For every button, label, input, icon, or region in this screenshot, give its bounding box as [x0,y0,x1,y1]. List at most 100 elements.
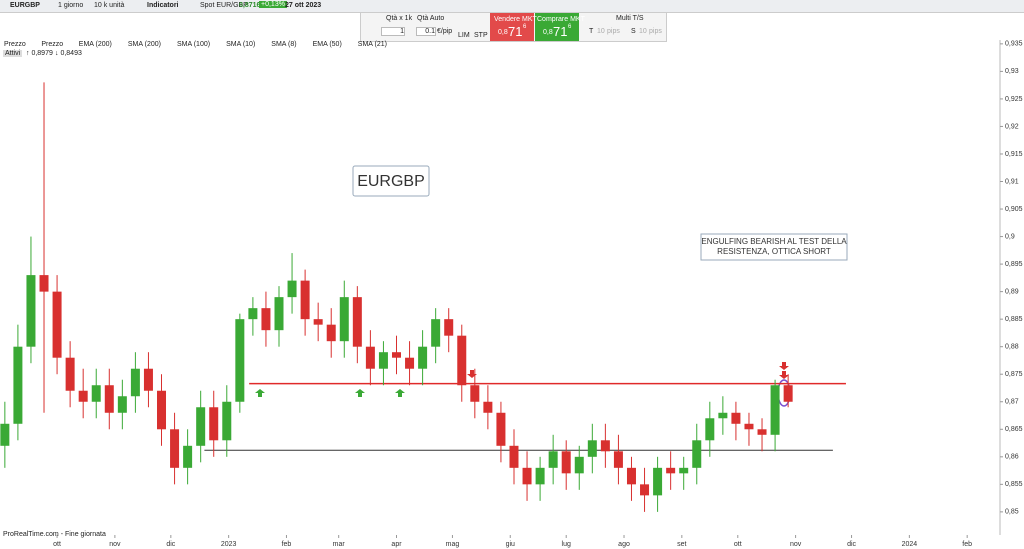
annotation: ENGULFING BEARISH AL TEST DELLA [701,237,847,246]
low: ↓ 0,8493 [55,50,82,57]
button[interactable]: LIM [458,32,470,39]
label[interactable]: T [589,28,594,35]
unit: pips [649,28,662,35]
candle-body [496,412,506,446]
legend-item[interactable]: Prezzo [41,41,64,48]
legend-item[interactable]: SMA (21) [357,41,387,48]
candle-body [26,275,36,347]
y-tick-label: 0,865 [1005,426,1023,433]
candle-body [418,346,428,369]
x-tick-label: 2024 [902,541,918,548]
candle-body [222,401,232,441]
candle-body [692,440,702,468]
sell-button[interactable] [490,13,534,41]
input[interactable]: 10 [597,28,605,35]
candle-body [143,368,153,391]
legend-item[interactable]: SMA (200) [127,41,161,48]
candle-body [666,467,676,474]
x-tick-label: dic [847,541,856,548]
symbol[interactable]: EURGBP [10,2,40,9]
input[interactable]: 1 [381,27,405,36]
candle-body [574,456,584,474]
x-tick-label: feb [962,541,972,548]
y-tick-label: 0,85 [1005,509,1019,516]
label[interactable]: Multi T/S [616,15,644,22]
y-tick-label: 0,875 [1005,371,1023,378]
candle-body [274,297,284,331]
y-tick-label: 0,9 [1005,233,1015,240]
price: 0,8 [543,29,553,36]
y-tick-label: 0,885 [1005,316,1023,323]
candle-body [431,319,441,347]
candle-body [13,346,23,424]
y-tick-label: 0,86 [1005,454,1019,461]
candle-body [770,385,780,435]
candle-body [535,467,545,485]
button[interactable]: STP [474,32,488,39]
legend-item[interactable]: SMA (100) [177,41,211,48]
price: 0,8 [498,29,508,36]
candle-body [783,385,793,402]
high: ↑ 0,8979 [26,50,53,57]
x-tick-label: mag [446,541,460,548]
candle-body [718,412,728,419]
legend-item[interactable]: SMA (10) [226,41,256,48]
y-tick-label: 0,915 [1005,151,1023,158]
candle-body [483,401,493,413]
y-tick-label: 0,93 [1005,68,1019,75]
candle-body [509,445,519,468]
legend-item[interactable]: SMA (8) [271,41,297,48]
legend-item[interactable]: EMA (200) [78,41,112,48]
legend-item[interactable]: Prezzo [4,41,26,48]
x-tick-label: nov [790,541,802,548]
candle-body [117,396,127,413]
candle-body [731,412,741,424]
x-tick-label: feb [282,541,292,548]
candle-body [313,319,323,325]
y-tick-label: 0,89 [1005,288,1019,295]
y-tick-label: 0,925 [1005,96,1023,103]
period[interactable]: 1 giorno [58,2,84,9]
indicators[interactable]: Indicatori [147,2,179,9]
candle-body [405,357,415,369]
label: Vendere MKT [494,16,537,23]
legend-item[interactable]: EMA (50) [312,41,342,48]
x-tick-label: apr [391,541,402,548]
annotation-box [700,233,848,261]
candle-body [587,440,597,457]
candle-body [248,308,258,320]
x-tick-label: dic [166,541,175,548]
price: 6 [523,24,527,30]
x-tick-label: 2023 [221,541,237,548]
price: 0,8716 [239,2,261,9]
candle-body [0,423,10,446]
x-tick-label: set [677,541,686,548]
candle-body [91,385,101,402]
candle-body [261,308,271,331]
candle-body [548,451,558,468]
candle-body [39,275,49,292]
candle-body [196,407,206,446]
size[interactable]: 10 k unità [94,2,125,9]
x-tick-label: nov [109,541,121,548]
candle-body [705,418,715,441]
label[interactable]: S [631,28,636,35]
x-tick-label: ott [53,541,61,548]
candle-body [457,335,467,386]
x-tick-label: ott [734,541,742,548]
candle-body [365,346,375,369]
input[interactable]: 0.1 [416,27,436,36]
price: 71 [508,24,523,39]
unit: pips [607,28,620,35]
candle-body [326,324,336,342]
buy-button[interactable] [535,13,579,41]
annotation: RESISTENZA, OTTICA SHORT [717,247,831,256]
candle-body [104,385,114,413]
y-tick-label: 0,935 [1005,41,1023,48]
price: 6 [568,24,572,30]
candle-body [287,280,297,298]
change: +0,13% [259,1,287,8]
candle-body [339,297,349,342]
input[interactable]: 10 [639,28,647,35]
